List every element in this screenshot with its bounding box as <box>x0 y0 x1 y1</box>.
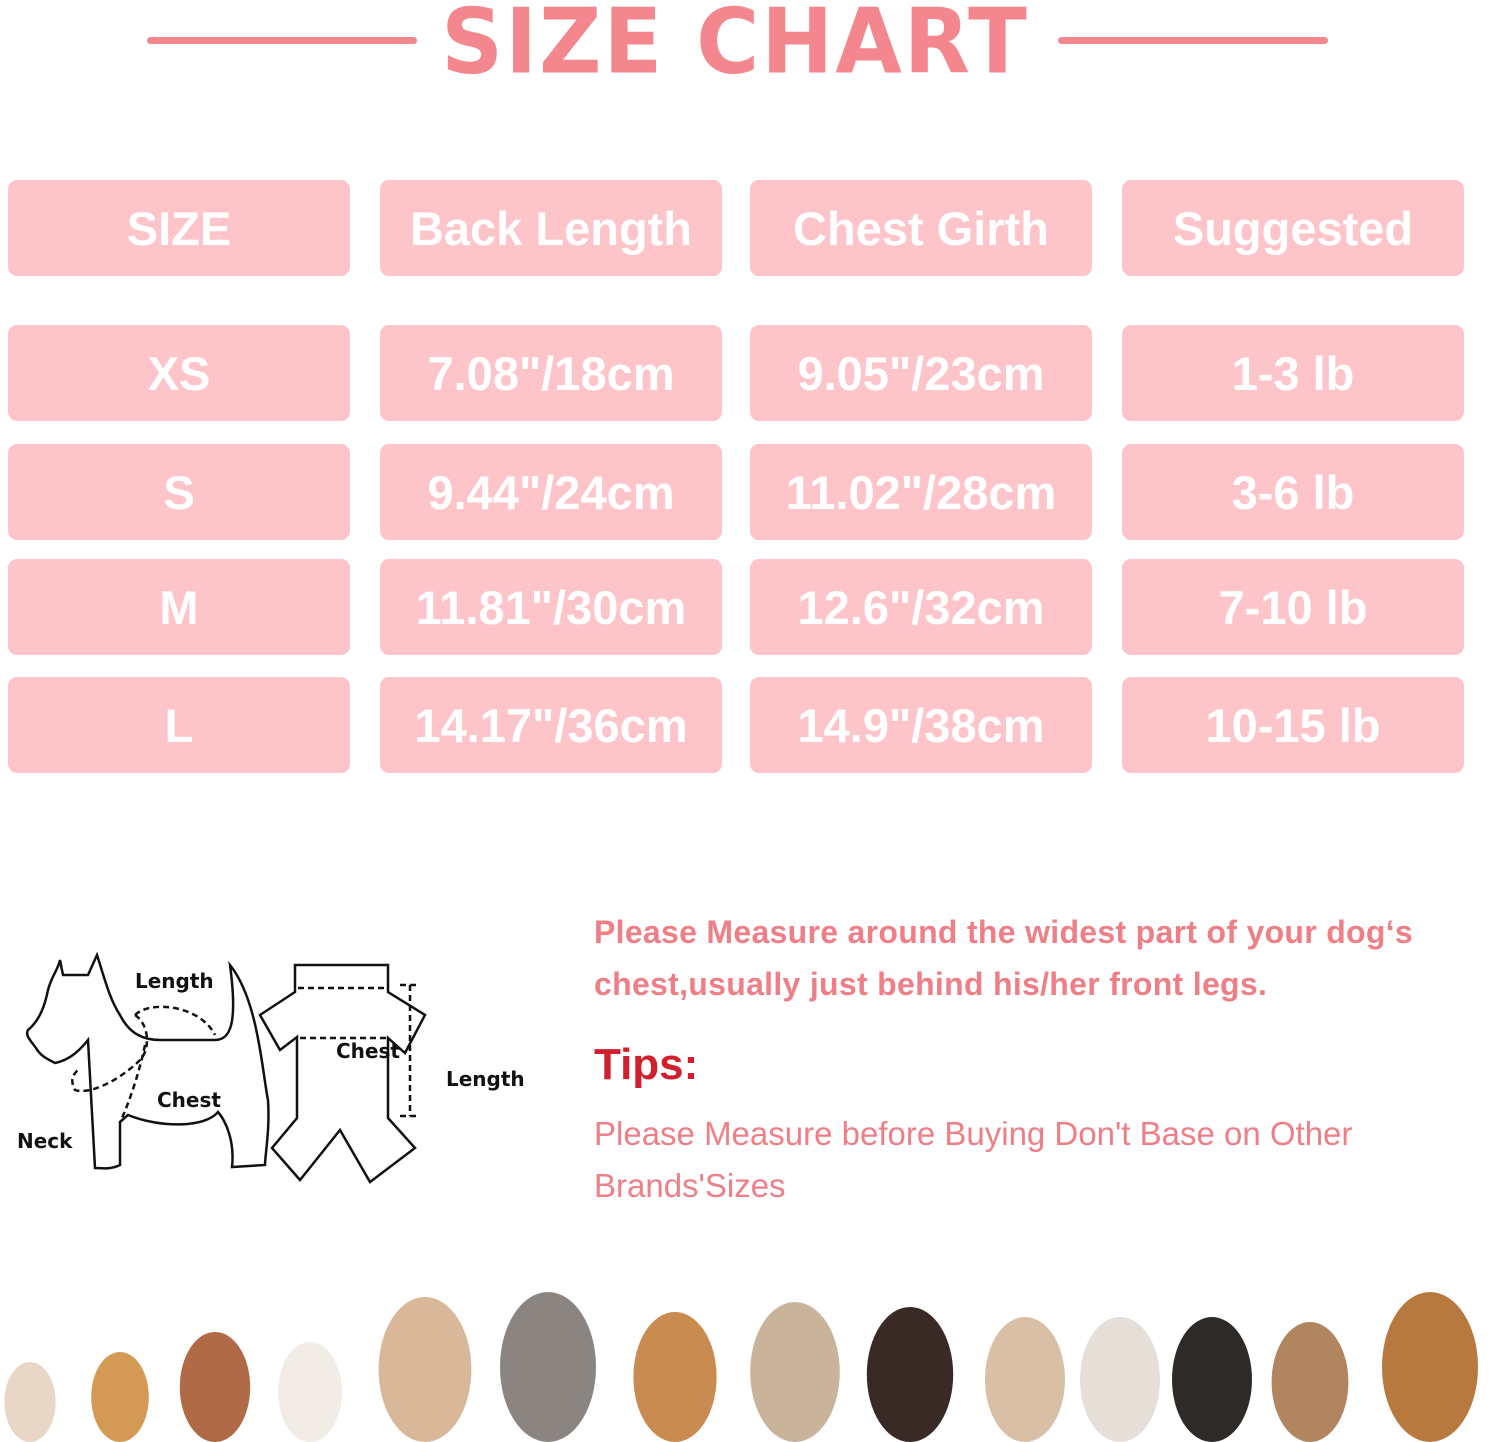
cell-suggested-weight: 10-15 lb <box>1122 677 1464 773</box>
garment-outline-icon <box>258 963 427 1184</box>
dog-photo <box>1080 1317 1160 1442</box>
dog-photo <box>1172 1317 1252 1442</box>
cell-back-length: 7.08"/18cm <box>380 325 722 421</box>
neck-label: Neck <box>17 1129 73 1153</box>
header-back-length: Back Length <box>380 180 722 276</box>
dog-photo <box>179 1332 251 1442</box>
cell-size: M <box>8 559 350 655</box>
title-line-left <box>147 37 417 44</box>
garment-chest-label: Chest <box>336 1039 400 1063</box>
cell-suggested-weight: 7-10 lb <box>1122 559 1464 655</box>
header-size: SIZE <box>8 180 350 276</box>
dog-photo <box>500 1292 596 1442</box>
cell-back-length: 14.17"/36cm <box>380 677 722 773</box>
dog-photo <box>278 1342 342 1442</box>
dog-measurement-diagram: Length Chest Neck Chest Length <box>17 951 525 1184</box>
dog-photo <box>985 1317 1065 1442</box>
dog-breeds-photo-strip <box>4 1292 1478 1442</box>
dog-photo <box>4 1362 56 1442</box>
page-title: SIZE CHART <box>441 0 1029 95</box>
header-suggested-weight: Suggested <box>1122 180 1464 276</box>
cell-size: L <box>8 677 350 773</box>
garment-length-label: Length <box>446 1067 525 1091</box>
cell-chest-girth: 9.05"/23cm <box>750 325 1092 421</box>
cell-back-length: 11.81"/30cm <box>380 559 722 655</box>
tips-heading: Tips: <box>594 1040 699 1089</box>
dog-outline-icon <box>25 951 270 1170</box>
cell-suggested-weight: 3-6 lb <box>1122 444 1464 540</box>
measure-instructions: Please Measure around the widest part of… <box>594 914 1414 1002</box>
title-line-right <box>1058 37 1328 44</box>
length-label: Length <box>135 969 214 993</box>
dog-photo <box>750 1302 840 1442</box>
header-chest-girth: Chest Girth <box>750 180 1092 276</box>
dog-photo <box>633 1312 717 1442</box>
dog-photo <box>91 1352 149 1442</box>
cell-back-length: 9.44"/24cm <box>380 444 722 540</box>
dog-photo <box>866 1307 954 1442</box>
cell-chest-girth: 12.6"/32cm <box>750 559 1092 655</box>
tips-text: Please Measure before Buying Don't Base … <box>594 1115 1353 1204</box>
cell-suggested-weight: 1-3 lb <box>1122 325 1464 421</box>
cell-chest-girth: 11.02"/28cm <box>750 444 1092 540</box>
cell-size: S <box>8 444 350 540</box>
dog-photo <box>378 1297 472 1442</box>
cell-chest-girth: 14.9"/38cm <box>750 677 1092 773</box>
chest-label: Chest <box>157 1088 221 1112</box>
dog-photo <box>1271 1322 1349 1442</box>
cell-size: XS <box>8 325 350 421</box>
dog-photo <box>1382 1292 1478 1442</box>
